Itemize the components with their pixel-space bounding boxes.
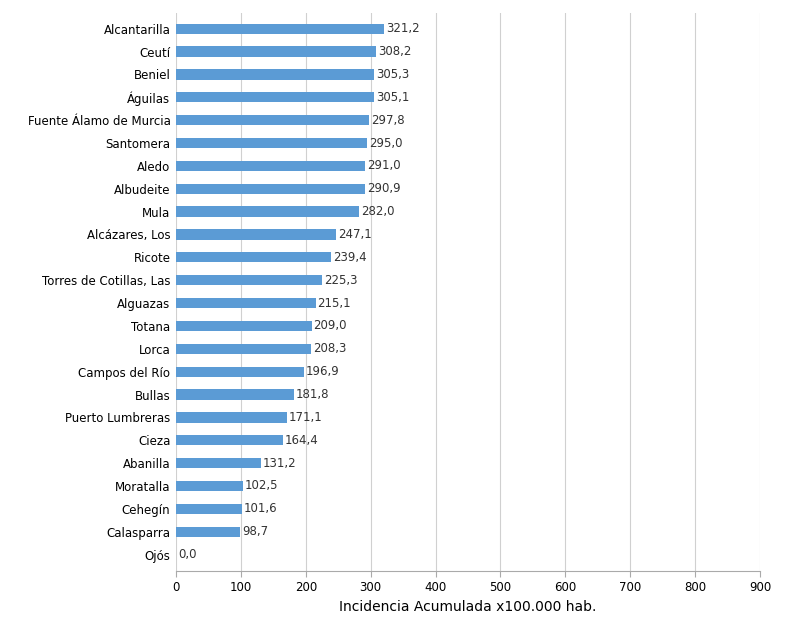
Text: 0,0: 0,0 — [178, 548, 197, 561]
Bar — [176, 298, 315, 308]
Bar — [176, 435, 282, 446]
Bar — [176, 412, 287, 422]
Bar — [176, 366, 304, 377]
Bar — [176, 527, 240, 537]
Bar — [176, 252, 331, 262]
Bar — [176, 207, 359, 217]
Text: 98,7: 98,7 — [242, 525, 268, 538]
Text: 225,3: 225,3 — [324, 274, 358, 287]
Bar — [176, 138, 367, 148]
Bar — [176, 46, 376, 56]
Text: 247,1: 247,1 — [338, 228, 372, 241]
Text: 215,1: 215,1 — [318, 297, 351, 309]
Text: 101,6: 101,6 — [244, 502, 278, 515]
Text: 102,5: 102,5 — [245, 479, 278, 493]
Text: 181,8: 181,8 — [296, 388, 330, 401]
Text: 239,4: 239,4 — [334, 251, 367, 264]
Bar — [176, 69, 374, 79]
Text: 321,2: 321,2 — [386, 22, 420, 35]
Text: 196,9: 196,9 — [306, 365, 339, 378]
Bar — [176, 504, 242, 514]
Text: 209,0: 209,0 — [314, 320, 347, 332]
Bar — [176, 115, 370, 126]
Text: 305,3: 305,3 — [376, 68, 410, 81]
Bar — [176, 458, 261, 469]
Text: 164,4: 164,4 — [285, 434, 318, 447]
Bar — [176, 481, 242, 491]
Bar — [176, 184, 365, 194]
Bar — [176, 161, 365, 171]
Bar — [176, 275, 322, 285]
Text: 305,1: 305,1 — [376, 91, 410, 104]
Bar — [176, 321, 312, 331]
Text: 297,8: 297,8 — [371, 113, 405, 127]
Bar — [176, 230, 336, 240]
Text: 295,0: 295,0 — [370, 136, 403, 150]
Text: 291,0: 291,0 — [366, 159, 400, 172]
Text: 171,1: 171,1 — [289, 411, 322, 424]
Bar — [176, 389, 294, 399]
Bar — [176, 92, 374, 103]
Text: 131,2: 131,2 — [263, 456, 297, 470]
Bar — [176, 344, 311, 354]
Text: 308,2: 308,2 — [378, 45, 411, 58]
Bar — [176, 23, 385, 34]
Text: 282,0: 282,0 — [361, 205, 394, 218]
X-axis label: Incidencia Acumulada x100.000 hab.: Incidencia Acumulada x100.000 hab. — [339, 600, 597, 614]
Text: 290,9: 290,9 — [366, 182, 400, 195]
Text: 208,3: 208,3 — [313, 342, 346, 355]
